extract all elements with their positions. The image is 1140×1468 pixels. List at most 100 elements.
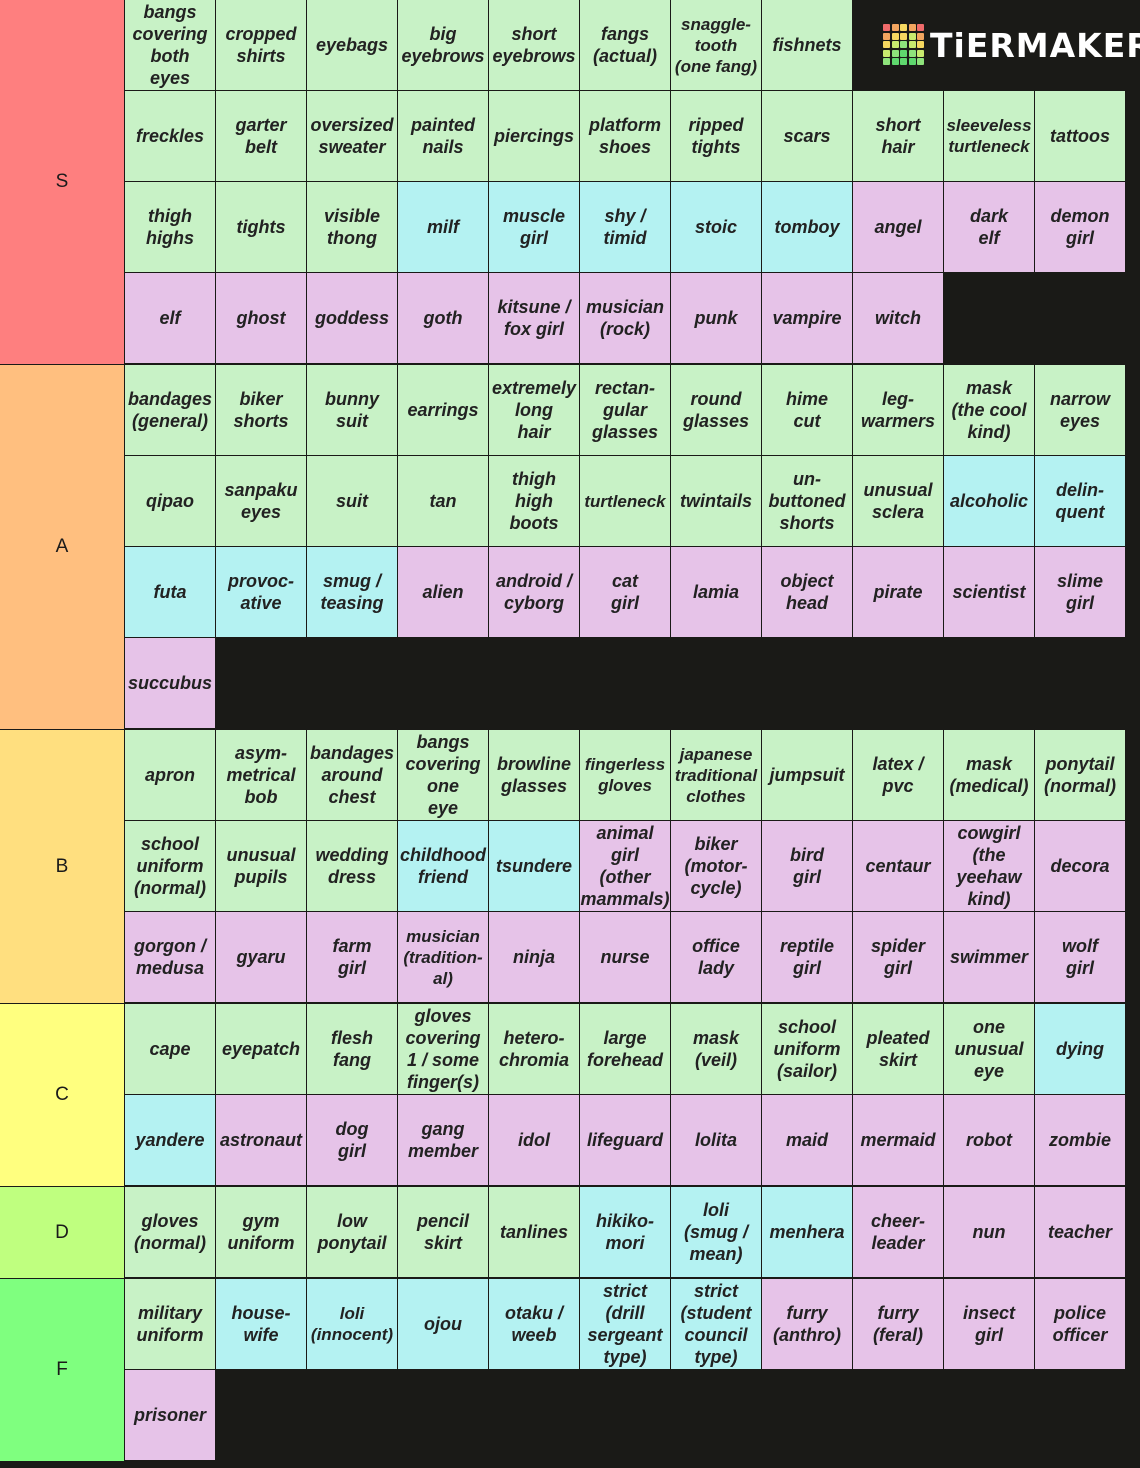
- tier-item[interactable]: fangs (actual): [580, 0, 670, 90]
- tier-item[interactable]: angel: [853, 182, 943, 272]
- tier-item[interactable]: bird girl: [762, 821, 852, 911]
- tier-item[interactable]: vampire: [762, 273, 852, 363]
- tier-item[interactable]: bunny suit: [307, 365, 397, 455]
- tier-item[interactable]: gloves (normal): [125, 1187, 215, 1277]
- tier-item[interactable]: latex / pvc: [853, 730, 943, 820]
- tier-item[interactable]: muscle girl: [489, 182, 579, 272]
- tier-item[interactable]: delin- quent: [1035, 456, 1125, 546]
- tier-label-b[interactable]: B: [0, 730, 125, 1003]
- tier-item[interactable]: dark elf: [944, 182, 1034, 272]
- tier-item[interactable]: unusual pupils: [216, 821, 306, 911]
- tier-item[interactable]: tan: [398, 456, 488, 546]
- tier-item[interactable]: scientist: [944, 547, 1034, 637]
- tier-item[interactable]: cheer- leader: [853, 1187, 943, 1277]
- tier-item[interactable]: otaku / weeb: [489, 1279, 579, 1369]
- tier-item[interactable]: yandere: [125, 1095, 215, 1185]
- tier-item[interactable]: cropped shirts: [216, 0, 306, 90]
- tier-item[interactable]: loli (smug / mean): [671, 1187, 761, 1277]
- tier-item[interactable]: short eyebrows: [489, 0, 579, 90]
- tier-item[interactable]: furry (feral): [853, 1279, 943, 1369]
- tier-item[interactable]: musician (tradition- al): [398, 912, 488, 1002]
- tier-item[interactable]: farm girl: [307, 912, 397, 1002]
- tier-item[interactable]: idol: [489, 1095, 579, 1185]
- tier-item[interactable]: maid: [762, 1095, 852, 1185]
- tier-item[interactable]: reptile girl: [762, 912, 852, 1002]
- tier-item[interactable]: zombie: [1035, 1095, 1125, 1185]
- tier-item[interactable]: apron: [125, 730, 215, 820]
- tier-item[interactable]: garter belt: [216, 91, 306, 181]
- tier-item[interactable]: teacher: [1035, 1187, 1125, 1277]
- tier-item[interactable]: tattoos: [1035, 91, 1125, 181]
- tier-item[interactable]: fishnets: [762, 0, 852, 90]
- tier-label-f[interactable]: F: [0, 1279, 125, 1461]
- tier-item[interactable]: military uniform: [125, 1279, 215, 1369]
- tier-item[interactable]: android / cyborg: [489, 547, 579, 637]
- tier-item[interactable]: punk: [671, 273, 761, 363]
- tier-item[interactable]: earrings: [398, 365, 488, 455]
- tier-item[interactable]: nurse: [580, 912, 670, 1002]
- tier-item[interactable]: fingerless gloves: [580, 730, 670, 820]
- tier-label-c[interactable]: C: [0, 1004, 125, 1186]
- tier-item[interactable]: mask (the cool kind): [944, 365, 1034, 455]
- tier-item[interactable]: eyebags: [307, 0, 397, 90]
- tier-item[interactable]: futa: [125, 547, 215, 637]
- tier-item[interactable]: loli (innocent): [307, 1279, 397, 1369]
- tier-item[interactable]: lifeguard: [580, 1095, 670, 1185]
- tier-item[interactable]: turtleneck: [580, 456, 670, 546]
- tier-item[interactable]: robot: [944, 1095, 1034, 1185]
- tier-item[interactable]: bandages around chest: [307, 730, 397, 820]
- tier-item[interactable]: un- buttoned shorts: [762, 456, 852, 546]
- tier-item[interactable]: one unusual eye: [944, 1004, 1034, 1094]
- tier-item[interactable]: snaggle- tooth (one fang): [671, 0, 761, 90]
- tier-item[interactable]: flesh fang: [307, 1004, 397, 1094]
- tier-item[interactable]: twintails: [671, 456, 761, 546]
- tier-item[interactable]: alien: [398, 547, 488, 637]
- tier-item[interactable]: cowgirl (the yeehaw kind): [944, 821, 1034, 911]
- tier-item[interactable]: school uniform (normal): [125, 821, 215, 911]
- tier-item[interactable]: platform shoes: [580, 91, 670, 181]
- tier-item[interactable]: thigh highs: [125, 182, 215, 272]
- tier-item[interactable]: spider girl: [853, 912, 943, 1002]
- tier-item[interactable]: succubus: [125, 638, 215, 728]
- tier-item[interactable]: leg- warmers: [853, 365, 943, 455]
- tier-item[interactable]: biker shorts: [216, 365, 306, 455]
- tier-item[interactable]: low ponytail: [307, 1187, 397, 1277]
- tier-item[interactable]: goth: [398, 273, 488, 363]
- tier-item[interactable]: short hair: [853, 91, 943, 181]
- tier-item[interactable]: witch: [853, 273, 943, 363]
- tier-item[interactable]: jumpsuit: [762, 730, 852, 820]
- tier-item[interactable]: mask (veil): [671, 1004, 761, 1094]
- tier-item[interactable]: bandages (general): [125, 365, 215, 455]
- tier-item[interactable]: cat girl: [580, 547, 670, 637]
- tier-item[interactable]: mask (medical): [944, 730, 1034, 820]
- tier-item[interactable]: tights: [216, 182, 306, 272]
- tier-item[interactable]: gang member: [398, 1095, 488, 1185]
- tier-item[interactable]: gloves covering 1 / some finger(s): [398, 1004, 488, 1094]
- tier-item[interactable]: asym- metrical bob: [216, 730, 306, 820]
- tier-item[interactable]: bangs covering one eye: [398, 730, 488, 820]
- tier-label-s[interactable]: S: [0, 0, 125, 364]
- tier-item[interactable]: piercings: [489, 91, 579, 181]
- tier-item[interactable]: musician (rock): [580, 273, 670, 363]
- tier-item[interactable]: cape: [125, 1004, 215, 1094]
- tier-item[interactable]: narrow eyes: [1035, 365, 1125, 455]
- tier-item[interactable]: menhera: [762, 1187, 852, 1277]
- tier-item[interactable]: sanpaku eyes: [216, 456, 306, 546]
- tier-item[interactable]: animal girl (other mammals): [580, 821, 670, 911]
- tier-item[interactable]: gym uniform: [216, 1187, 306, 1277]
- tier-item[interactable]: thigh high boots: [489, 456, 579, 546]
- tier-item[interactable]: large forehead: [580, 1004, 670, 1094]
- tier-item[interactable]: school uniform (sailor): [762, 1004, 852, 1094]
- tier-item[interactable]: alcoholic: [944, 456, 1034, 546]
- tier-item[interactable]: lolita: [671, 1095, 761, 1185]
- tier-item[interactable]: kitsune / fox girl: [489, 273, 579, 363]
- tier-item[interactable]: elf: [125, 273, 215, 363]
- tier-item[interactable]: object head: [762, 547, 852, 637]
- tier-item[interactable]: house- wife: [216, 1279, 306, 1369]
- tier-item[interactable]: biker (motor- cycle): [671, 821, 761, 911]
- tier-item[interactable]: police officer: [1035, 1279, 1125, 1369]
- tier-item[interactable]: big eyebrows: [398, 0, 488, 90]
- tier-item[interactable]: bangs covering both eyes: [125, 0, 215, 90]
- tier-item[interactable]: visible thong: [307, 182, 397, 272]
- tier-item[interactable]: milf: [398, 182, 488, 272]
